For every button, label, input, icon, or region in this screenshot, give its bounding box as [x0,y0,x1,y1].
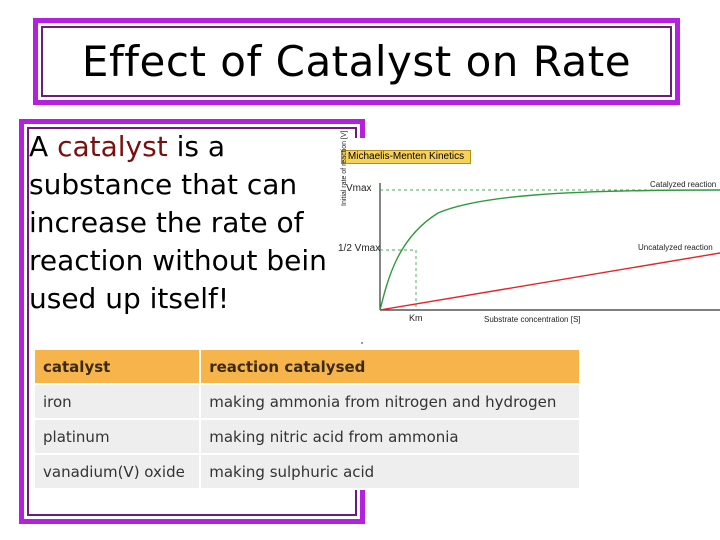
col-header-catalyst: catalyst [32,348,202,385]
y-axis-label: Initial rate of reaction [V] [341,130,348,206]
definition-prefix: A [29,130,49,163]
graph-title: Michaelis-Menten Kinetics [341,150,471,164]
definition-rest: is a substance that can increase the rat… [29,130,345,315]
catalyst-table: catalyst reaction catalysed iron making … [32,348,581,490]
cell-reaction: making ammonia from nitrogen and hydroge… [199,383,581,420]
col-header-reaction: reaction catalysed [199,348,581,385]
vmax-label: Vmax [346,183,372,194]
table-row: iron making ammonia from nitrogen and hy… [32,383,581,420]
table-row: platinum making nitric acid from ammonia [32,418,581,455]
cell-catalyst: vanadium(V) oxide [32,453,202,490]
half-vmax-label: 1/2 Vmax [338,243,381,254]
catalyzed-curve [379,189,720,311]
cell-reaction: making nitric acid from ammonia [199,418,581,455]
title-frame-inner [41,26,672,97]
title-frame: Effect of Catalyst on Rate [33,18,680,105]
uncatalyzed-label: Uncatalyzed reaction [638,243,713,252]
slide-title: Effect of Catalyst on Rate [81,37,632,86]
definition-term: catalyst [57,130,168,163]
catalyst-definition: A catalyst is a substance that can incre… [29,128,349,318]
x-axis-label: Substrate concentration [S] [484,315,581,324]
graph-svg [361,183,720,344]
km-label: Km [409,313,423,323]
table-header-row: catalyst reaction catalysed [32,348,581,385]
cell-catalyst: iron [32,383,202,420]
catalyzed-label: Catalyzed reaction [650,180,717,189]
cell-catalyst: platinum [32,418,202,455]
michaelis-menten-graph: Michaelis-Menten Kinetics Vmax 1/2 Vmax … [328,131,720,348]
cell-reaction: making sulphuric acid [199,453,581,490]
table-row: vanadium(V) oxide making sulphuric acid [32,453,581,490]
uncatalyzed-line [379,252,720,311]
